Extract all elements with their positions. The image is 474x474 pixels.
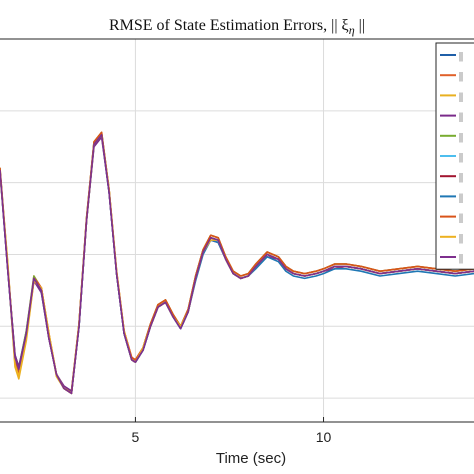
chart-title-subscript: η [349,23,355,37]
legend-entry-2: || [459,71,463,82]
legend-entry-9: || [459,213,463,224]
legend-entry-10: || [459,233,463,244]
x-tick-label: 5 [132,429,140,445]
chart-title-main: RMSE of State Estimation Errors, || ξ [109,17,349,34]
x-axis-label: Time (sec) [216,450,286,467]
chart-title-suffix: || [355,17,365,34]
chart-title: RMSE of State Estimation Errors, || ξη |… [109,17,365,37]
legend-entry-11: || [459,253,463,264]
x-tick-label: 10 [316,429,332,445]
series-line-11 [0,133,474,395]
legend-entry-7: || [459,172,463,183]
legend-entry-1: || [459,51,463,62]
series-group [0,131,474,395]
legend-entry-3: || [459,91,463,102]
x-ticks: 5 10 [132,417,332,445]
grid [0,39,474,422]
legend-entry-4: || [459,112,463,123]
legend-entry-8: || [459,192,463,203]
legend: || || || || || || || || || || || [435,42,474,270]
legend-entry-6: || [459,152,463,163]
legend-entry-5: || [459,132,463,143]
plot-area [0,39,474,422]
